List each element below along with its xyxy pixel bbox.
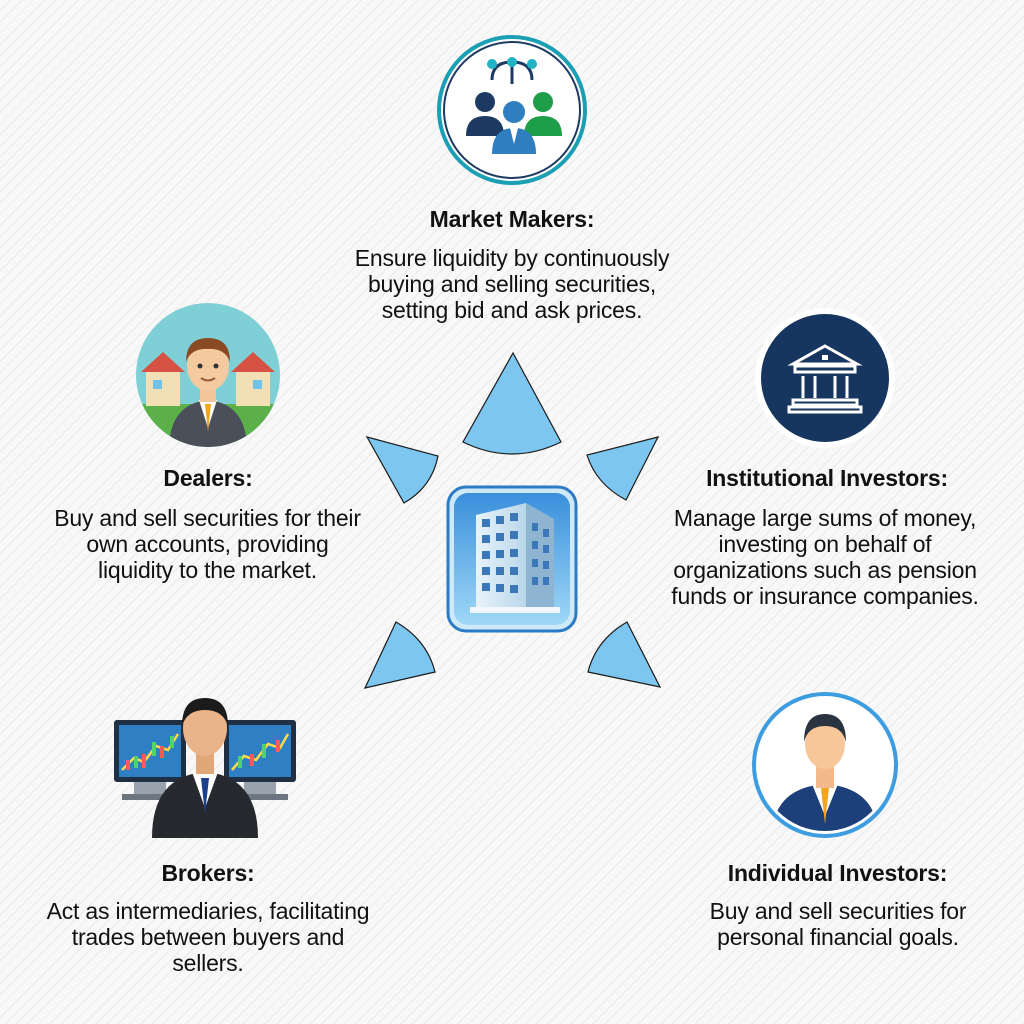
individual-investors-title: Individual Investors:	[727, 860, 948, 886]
dealers-description: Buy and sell securities for their own ac…	[10, 505, 405, 583]
description-line: own accounts, providing	[86, 531, 329, 557]
description-line: Buy and sell securities for their	[54, 505, 361, 531]
description-line: setting bid and ask prices.	[381, 297, 643, 323]
wedge-individual	[587, 621, 662, 688]
dealers-title: Dealers:	[163, 465, 253, 491]
wedge-market-makers	[462, 351, 562, 455]
description-line: sellers.	[172, 950, 244, 976]
market-makers-title: Market Makers:	[429, 206, 595, 232]
description-line: personal financial goals.	[717, 924, 959, 950]
bank-building-icon	[753, 306, 897, 450]
description-line: funds or insurance companies.	[671, 583, 979, 609]
individual-investors-description: Buy and sell securities for personal fin…	[672, 898, 1004, 950]
businessman-avatar-icon	[752, 692, 898, 838]
description-line: buying and selling securities,	[367, 271, 657, 297]
trader-monitors-icon	[112, 690, 298, 838]
office-building-icon	[446, 485, 578, 633]
description-line: investing on behalf of	[718, 531, 932, 557]
description-line: liquidity to the market.	[98, 557, 317, 583]
team-network-icon	[436, 34, 588, 186]
description-line: Act as intermediaries, facilitating	[46, 898, 370, 924]
brokers-title: Brokers:	[161, 860, 255, 886]
institutional-investors-description: Manage large sums of money, investing on…	[640, 505, 1010, 609]
description-line: Ensure liquidity by continuously	[354, 245, 670, 271]
wedge-institutional	[586, 436, 660, 501]
description-line: Buy and sell securities for	[709, 898, 967, 924]
dealer-houses-icon	[133, 300, 283, 450]
description-line: trades between buyers and	[71, 924, 345, 950]
description-line: organizations such as pension	[673, 557, 977, 583]
wedge-brokers	[363, 621, 436, 689]
wedge-dealers	[365, 436, 439, 504]
brokers-description: Act as intermediaries, facilitating trad…	[8, 898, 408, 976]
description-line: Manage large sums of money,	[673, 505, 977, 531]
institutional-investors-title: Institutional Investors:	[706, 465, 948, 491]
market-makers-description: Ensure liquidity by continuously buying …	[312, 245, 712, 323]
